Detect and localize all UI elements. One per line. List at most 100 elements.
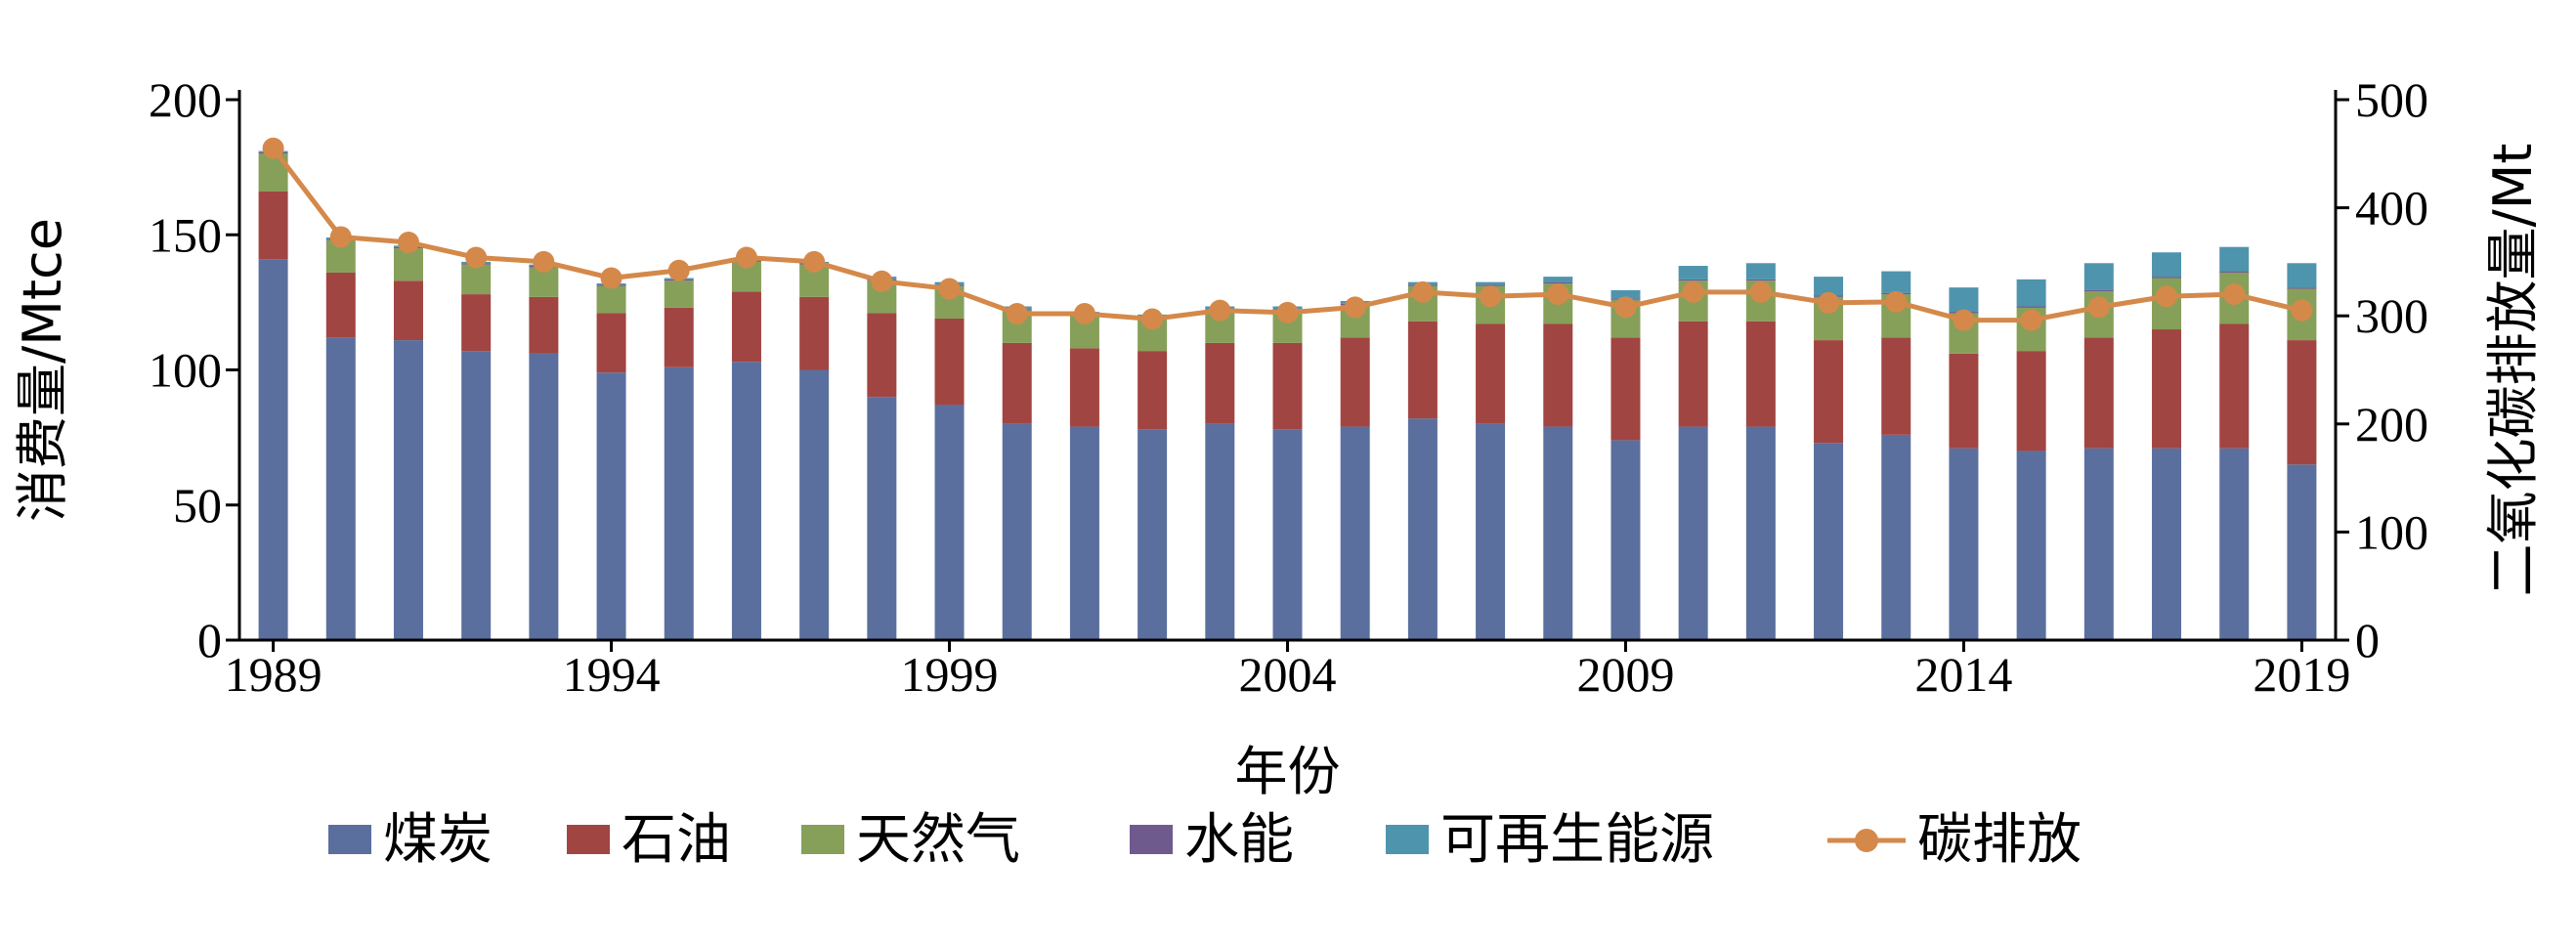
- bar-1994-series-1: [596, 313, 626, 373]
- line-point-2019: [2291, 299, 2313, 322]
- bar-2004-series-1: [1272, 342, 1303, 430]
- legend-swatch: [328, 825, 371, 854]
- line-point-1998: [871, 270, 893, 292]
- legend-swatch: [1386, 825, 1429, 854]
- bar-2002-series-0: [1138, 429, 1168, 640]
- bar-1989-series-1: [258, 192, 288, 260]
- bar-1991-series-0: [393, 340, 423, 640]
- bar-2015-series-4: [2016, 279, 2046, 307]
- legend-label: 天然气: [856, 808, 1020, 872]
- bar-2009-series-1: [1610, 337, 1641, 441]
- bar-2012-series-0: [1814, 443, 1844, 640]
- left-y-axis: 0 50 100 150 200: [149, 72, 241, 667]
- line-point-1994: [600, 267, 623, 289]
- line-point-2013: [1885, 290, 1908, 313]
- line-point-1989: [262, 137, 284, 159]
- x-tick-label: 1994: [563, 647, 661, 702]
- line-point-2001: [1073, 302, 1095, 324]
- bar-2008-series-1: [1543, 323, 1573, 427]
- line-point-1999: [938, 278, 961, 300]
- line-point-1997: [803, 250, 826, 273]
- bar-2010-series-1: [1678, 321, 1708, 427]
- bar-2003-series-1: [1205, 342, 1235, 424]
- bar-2011-series-4: [1745, 263, 1776, 280]
- bar-1993-series-0: [529, 353, 559, 640]
- line-point-2015: [2020, 309, 2042, 331]
- x-tick-label: 1989: [225, 647, 322, 702]
- bar-2011-series-1: [1745, 321, 1776, 427]
- bar-2017-series-3: [2152, 277, 2182, 279]
- legend-swatch: [567, 825, 610, 854]
- line-point-2000: [1006, 302, 1028, 324]
- bar-2004-series-0: [1272, 429, 1303, 640]
- bar-2014-series-4: [1949, 287, 1979, 313]
- left-tick-label: 0: [197, 613, 222, 667]
- bar-2009-series-0: [1610, 440, 1641, 640]
- bar-2018-series-3: [2219, 271, 2250, 273]
- bar-2000-series-0: [1002, 423, 1032, 640]
- line-point-2012: [1818, 291, 1840, 314]
- line-point-1993: [533, 250, 555, 273]
- bar-1995-series-0: [664, 366, 694, 640]
- bar-1998-series-0: [867, 397, 897, 640]
- line-point-2010: [1682, 280, 1704, 303]
- line-point-1991: [397, 231, 419, 253]
- line-point-2016: [2087, 296, 2110, 319]
- bar-2018-series-4: [2219, 246, 2250, 272]
- line-point-1996: [735, 246, 757, 269]
- left-tick-label: 200: [149, 72, 222, 127]
- line-point-2017: [2156, 285, 2178, 308]
- bar-2017-series-4: [2152, 252, 2182, 278]
- bar-1995-series-1: [664, 307, 694, 367]
- bar-1989-series-0: [258, 259, 288, 640]
- bar-2012-series-4: [1814, 277, 1844, 296]
- x-tick-label: 2009: [1576, 647, 1674, 702]
- bar-2001-series-1: [1069, 348, 1099, 427]
- bar-1990-series-1: [325, 272, 356, 338]
- bar-2019-series-1: [2287, 340, 2317, 465]
- bar-2017-series-1: [2152, 329, 2182, 449]
- bar-2018-series-1: [2219, 323, 2250, 449]
- left-tick-label: 150: [149, 207, 222, 262]
- line-point-1995: [667, 259, 690, 281]
- bar-2016-series-4: [2083, 263, 2114, 290]
- line-point-2008: [1547, 283, 1569, 306]
- bar-2009-series-4: [1610, 289, 1641, 299]
- bar-1999-series-0: [934, 405, 965, 640]
- legend-label: 煤炭: [383, 808, 493, 872]
- legend-swatch: [801, 825, 844, 854]
- bar-2013-series-0: [1881, 434, 1911, 640]
- line-point-2006: [1411, 280, 1434, 303]
- line-point-2009: [1614, 296, 1637, 319]
- bar-2010-series-4: [1678, 266, 1708, 280]
- bar-1994-series-0: [596, 372, 626, 640]
- bar-1992-series-1: [461, 294, 492, 352]
- bar-2011-series-0: [1745, 426, 1776, 640]
- x-tick-label: 2019: [2253, 647, 2350, 702]
- left-tick-label: 50: [173, 478, 222, 533]
- bar-1996-series-1: [731, 291, 761, 363]
- line-point-1990: [329, 226, 352, 248]
- right-y-axis: 0 100 200 300 400 500: [2334, 72, 2428, 667]
- right-tick-label: 500: [2355, 72, 2428, 127]
- legend-marker: [1855, 829, 1878, 852]
- bar-2019-series-3: [2287, 287, 2317, 289]
- bar-2006-series-1: [1407, 321, 1438, 419]
- right-tick-label: 400: [2355, 181, 2428, 236]
- plot-area: [258, 137, 2317, 640]
- bar-1995-series-2: [664, 280, 694, 308]
- bar-1999-series-1: [934, 318, 965, 406]
- bar-2007-series-3: [1476, 284, 1506, 286]
- bar-2017-series-0: [2152, 448, 2182, 640]
- x-tick-label: 1999: [901, 647, 999, 702]
- x-axis-label: 年份: [1235, 741, 1341, 802]
- right-axis-label: 二氧化碳排放量/Mt: [2482, 144, 2544, 597]
- bar-2008-series-4: [1543, 277, 1573, 282]
- line-point-1992: [465, 246, 488, 269]
- bar-2005-series-0: [1340, 426, 1370, 640]
- legend-label: 可再生能源: [1440, 808, 1714, 872]
- bar-2007-series-0: [1476, 423, 1506, 640]
- bar-2008-series-0: [1543, 426, 1573, 640]
- right-tick-label: 200: [2355, 397, 2428, 452]
